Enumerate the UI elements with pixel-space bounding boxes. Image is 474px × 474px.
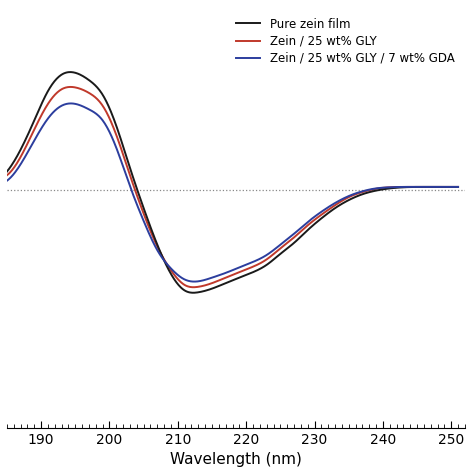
Zein / 25 wt% GLY / 7 wt% GDA bbox=[345, 193, 351, 199]
Zein / 25 wt% GLY / 7 wt% GDA bbox=[272, 246, 277, 252]
Zein / 25 wt% GLY bbox=[191, 284, 197, 290]
Zein / 25 wt% GLY bbox=[210, 280, 215, 286]
Pure zein film bbox=[4, 169, 10, 174]
Zein / 25 wt% GLY bbox=[121, 154, 127, 159]
Pure zein film bbox=[190, 290, 196, 296]
Zein / 25 wt% GLY / 7 wt% GDA bbox=[191, 279, 197, 284]
Zein / 25 wt% GLY bbox=[272, 251, 277, 256]
Zein / 25 wt% GLY / 7 wt% GDA bbox=[68, 100, 74, 106]
Line: Zein / 25 wt% GLY: Zein / 25 wt% GLY bbox=[7, 87, 458, 287]
Zein / 25 wt% GLY / 7 wt% GDA bbox=[307, 218, 312, 223]
Zein / 25 wt% GLY / 7 wt% GDA bbox=[4, 178, 10, 183]
Pure zein film bbox=[85, 76, 91, 82]
Pure zein film bbox=[210, 286, 215, 292]
Zein / 25 wt% GLY / 7 wt% GDA bbox=[121, 165, 127, 171]
Legend: Pure zein film, Zein / 25 wt% GLY, Zein / 25 wt% GLY / 7 wt% GDA: Pure zein film, Zein / 25 wt% GLY, Zein … bbox=[232, 13, 459, 70]
Pure zein film bbox=[455, 184, 461, 190]
Zein / 25 wt% GLY bbox=[455, 184, 461, 190]
Pure zein film bbox=[307, 226, 312, 231]
Zein / 25 wt% GLY / 7 wt% GDA bbox=[210, 274, 215, 280]
Pure zein film bbox=[272, 256, 277, 262]
Zein / 25 wt% GLY / 7 wt% GDA bbox=[85, 106, 91, 111]
Zein / 25 wt% GLY bbox=[345, 195, 351, 201]
Zein / 25 wt% GLY bbox=[67, 84, 73, 90]
X-axis label: Wavelength (nm): Wavelength (nm) bbox=[170, 452, 302, 467]
Line: Pure zein film: Pure zein film bbox=[7, 72, 458, 293]
Zein / 25 wt% GLY / 7 wt% GDA bbox=[455, 184, 461, 190]
Zein / 25 wt% GLY bbox=[307, 221, 312, 227]
Pure zein film bbox=[67, 69, 73, 75]
Zein / 25 wt% GLY bbox=[85, 89, 91, 95]
Pure zein film bbox=[345, 198, 351, 203]
Zein / 25 wt% GLY bbox=[4, 173, 10, 178]
Line: Zein / 25 wt% GLY / 7 wt% GDA: Zein / 25 wt% GLY / 7 wt% GDA bbox=[7, 103, 458, 282]
Pure zein film bbox=[121, 145, 127, 151]
